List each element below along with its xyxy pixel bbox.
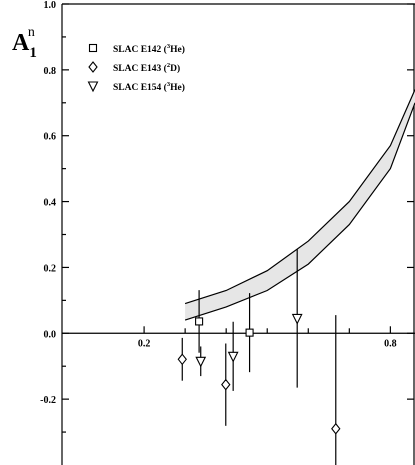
diamond-data-point (331, 422, 341, 435)
y-tick-label: 0.2 (44, 263, 57, 274)
triangle-down-data-point (227, 351, 239, 363)
y-axis-title-sup: n (27, 25, 35, 40)
x-tick-label: 0.2 (138, 338, 151, 349)
triangle-down-data-point (291, 313, 303, 325)
model-band (185, 89, 415, 321)
legend-label: SLAC E142 (3He) (113, 43, 185, 55)
square-data-point (195, 317, 204, 326)
y-tick-label: 0.0 (44, 329, 57, 340)
legend-label: SLAC E154 (3He) (113, 81, 185, 93)
y-tick-label: 0.8 (44, 66, 57, 77)
y-tick-label: -0.2 (40, 395, 56, 406)
data-point-layer (177, 249, 341, 465)
legend: SLAC E142 (3He) SLAC E143 (2D) SLAC E154 (… (87, 43, 185, 93)
legend-diamond-marker (88, 61, 98, 73)
square-data-point (245, 328, 254, 337)
y-tick-label: 1.0 (44, 0, 57, 11)
legend-square-marker (88, 43, 98, 53)
x-tick-label: 0.8 (384, 338, 397, 349)
y-tick-label: 0.6 (44, 132, 57, 143)
tick-layer: 1.0 0.8 0.6 0.4 0.2 0.0 -0.2 0.2 0.8 (40, 0, 414, 433)
y-tick-label: 0.4 (44, 198, 57, 209)
legend-triangle-down-marker (87, 81, 99, 93)
band-layer (184, 89, 415, 321)
band-upper-curve (184, 89, 415, 305)
triangle-down-data-point (195, 356, 207, 368)
y-axis-title: A1 n (12, 25, 37, 61)
band-lower-curve (184, 102, 415, 321)
y-axis-title-sub: 1 (29, 45, 37, 61)
legend-label: SLAC E143 (2D) (113, 62, 180, 74)
diamond-data-point (221, 378, 231, 391)
diamond-data-point (177, 353, 187, 366)
y-axis-title-base: A (12, 30, 30, 56)
